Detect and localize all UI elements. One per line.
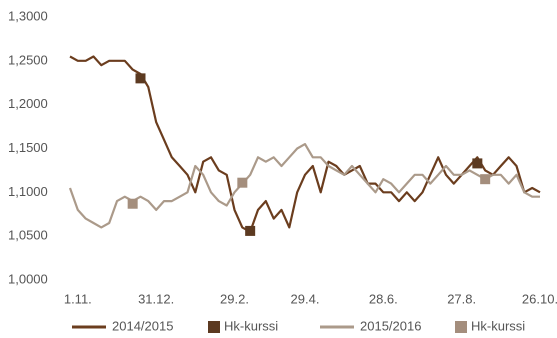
y-tick-label: 1,0500 <box>8 228 48 243</box>
legend-swatch <box>455 321 467 333</box>
legend-swatch <box>208 321 220 333</box>
y-tick-label: 1,0000 <box>8 271 48 286</box>
x-tick-label: 28.6. <box>369 291 398 306</box>
marker <box>480 174 491 185</box>
x-tick-label: 26.10. <box>522 291 557 306</box>
y-tick-label: 1,3000 <box>8 8 48 23</box>
x-tick-label: 29.4. <box>291 291 320 306</box>
legend-label: Hk-kurssi <box>224 318 278 333</box>
x-tick-label: 29.2. <box>220 291 249 306</box>
x-tick-label: 27.8. <box>447 291 476 306</box>
marker <box>135 73 146 84</box>
marker <box>472 158 483 169</box>
y-tick-label: 1,2500 <box>8 52 48 67</box>
line <box>68 143 540 229</box>
marker <box>245 225 256 236</box>
x-tick-label: 1.11. <box>64 291 92 306</box>
legend-label: 2014/2015 <box>112 318 173 333</box>
marker <box>237 177 248 188</box>
x-tick-label: 31.12. <box>138 291 174 306</box>
marker <box>127 198 138 209</box>
y-tick-label: 1,2000 <box>8 96 48 111</box>
y-tick-label: 1,1000 <box>8 184 48 199</box>
legend-label: Hk-kurssi <box>471 318 525 333</box>
y-tick-label: 1,1500 <box>8 140 48 155</box>
legend-label: 2015/2016 <box>360 318 421 333</box>
